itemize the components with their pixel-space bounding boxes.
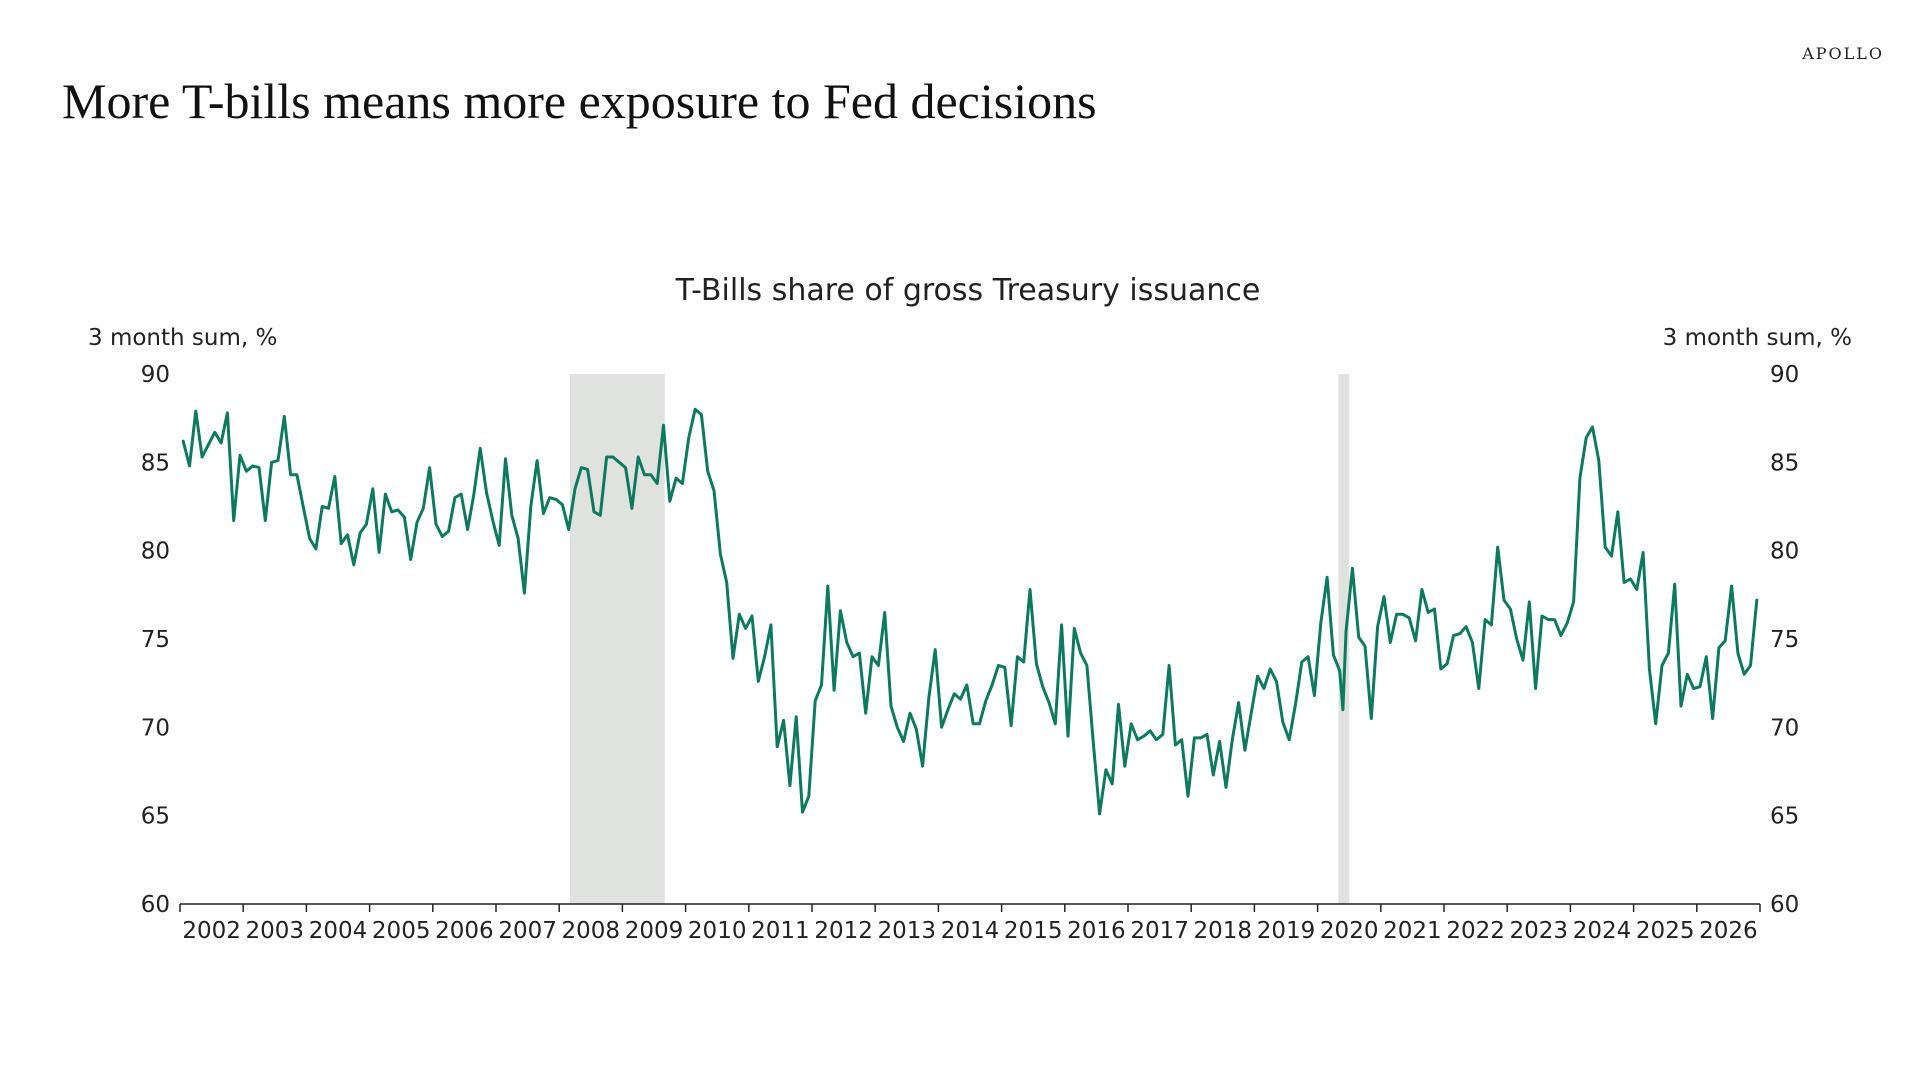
x-tick-label: 2011 <box>751 918 810 944</box>
y-left-tick-labels: 60 65 70 75 80 85 90 <box>141 362 170 918</box>
x-tick-label: 2020 <box>1320 918 1379 944</box>
series-line-1 <box>181 407 1759 816</box>
x-tick-label: 2019 <box>1257 918 1316 944</box>
x-tick-label: 2023 <box>1510 918 1569 944</box>
y-right-tick-label: 70 <box>1770 715 1799 741</box>
y-right-tick-label: 60 <box>1770 892 1799 918</box>
x-tick-group: 2002 2003 2004 2005 2006 2007 2008 2009 2010 2011… <box>179 904 1761 944</box>
y-left-tick-label: 90 <box>141 362 170 388</box>
page-title: More T-bills means more exposure to Fed … <box>62 73 1097 129</box>
y-left-tick-label: 75 <box>141 627 170 653</box>
brand-logo: APOLLO <box>1802 44 1884 63</box>
x-tick-label: 2010 <box>688 918 747 944</box>
x-tick-label: 2012 <box>814 918 873 944</box>
chart-title: T-Bills share of gross Treasury issuance <box>675 273 1261 308</box>
x-tick-label: 2025 <box>1636 918 1695 944</box>
x-tick-label: 2002 <box>182 918 241 944</box>
x-tick-label: 2005 <box>372 918 431 944</box>
x-tick-label: 2004 <box>309 918 368 944</box>
y-left-axis-label: 3 month sum, % <box>88 325 277 351</box>
x-tick-label: 2003 <box>246 918 305 944</box>
y-right-tick-labels: 60 65 70 75 80 85 90 <box>1770 362 1799 918</box>
y-right-tick-label: 90 <box>1770 362 1799 388</box>
x-tick-label: 2007 <box>498 918 557 944</box>
y-left-tick-label: 65 <box>141 804 170 830</box>
y-right-tick-label: 85 <box>1770 450 1799 476</box>
recession-band-1 <box>569 374 665 904</box>
x-tick-label: 2008 <box>562 918 621 944</box>
x-tick-label: 2026 <box>1699 918 1758 944</box>
x-tick-label: 2016 <box>1067 918 1126 944</box>
x-tick-label: 2024 <box>1573 918 1632 944</box>
x-tick-label: 2021 <box>1383 918 1442 944</box>
y-right-tick-label: 80 <box>1770 539 1799 565</box>
x-tick-label: 2009 <box>625 918 684 944</box>
y-right-tick-label: 75 <box>1770 627 1799 653</box>
y-left-tick-label: 80 <box>141 539 170 565</box>
x-tick-label: 2022 <box>1446 918 1505 944</box>
x-tick-label: 2014 <box>941 918 1000 944</box>
y-left-tick-label: 60 <box>141 892 170 918</box>
x-tick-label: 2018 <box>1194 918 1253 944</box>
y-right-axis-label: 3 month sum, % <box>1663 325 1852 351</box>
x-tick-label: 2015 <box>1004 918 1063 944</box>
y-left-tick-label: 70 <box>141 715 170 741</box>
x-tick-label: 2013 <box>878 918 937 944</box>
recession-band-2 <box>1338 374 1350 904</box>
x-tick-label: 2006 <box>435 918 494 944</box>
y-left-tick-label: 85 <box>141 450 170 476</box>
x-tick-label: 2017 <box>1130 918 1189 944</box>
series-group <box>181 407 1759 816</box>
y-right-tick-label: 65 <box>1770 804 1799 830</box>
